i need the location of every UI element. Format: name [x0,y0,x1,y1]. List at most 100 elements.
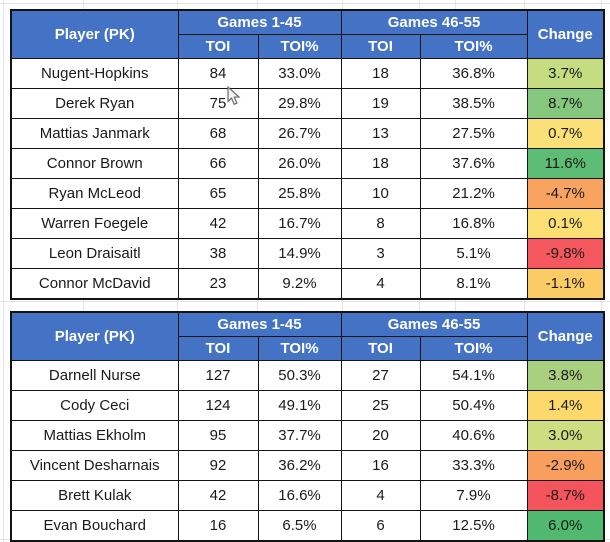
toi-pct-cell[interactable]: 33.0% [257,58,342,89]
toi-header-cell[interactable]: TOI [340,336,421,361]
player-header-cell[interactable]: Player (PK) [10,311,179,361]
toi-pct-cell[interactable]: 9.2% [257,268,342,300]
toi-pct-cell[interactable]: 26.0% [257,148,342,179]
toi-pct-cell[interactable]: 27.5% [419,118,528,149]
toi-cell[interactable]: 10 [340,178,421,209]
games-1-45-header-cell[interactable]: Games 1-45 [177,311,342,337]
player-cell[interactable]: Derek Ryan [10,88,179,119]
toi-header-cell[interactable]: TOI [177,336,259,361]
toi-cell[interactable]: 16 [177,510,259,542]
toi-pct-cell[interactable]: 26.7% [257,118,342,149]
change-cell[interactable]: 1.4% [526,390,605,421]
toi-cell[interactable]: 23 [177,268,259,300]
change-cell[interactable]: 3.8% [526,360,605,391]
toi-cell[interactable]: 4 [340,268,421,300]
toi-pct-cell[interactable]: 16.6% [257,480,342,511]
player-cell[interactable]: Connor Brown [10,148,179,179]
toi-pct-cell[interactable]: 21.2% [419,178,528,209]
toi-header-cell[interactable]: TOI [177,34,259,59]
player-cell[interactable]: Warren Foegele [10,208,179,239]
toi-header-cell[interactable]: TOI [340,34,421,59]
player-header-cell[interactable]: Player (PK) [10,9,179,59]
toi-cell[interactable]: 27 [340,360,421,391]
toi-pct-cell[interactable]: 5.1% [419,238,528,269]
toi-cell[interactable]: 8 [340,208,421,239]
toi-pct-cell[interactable]: 50.3% [257,360,342,391]
toi-pct-header-cell[interactable]: TOI% [257,336,342,361]
player-cell[interactable]: Mattias Ekholm [10,420,179,451]
player-cell[interactable]: Brett Kulak [10,480,179,511]
toi-pct-cell[interactable]: 36.8% [419,58,528,89]
toi-pct-header-cell[interactable]: TOI% [419,34,528,59]
toi-cell[interactable]: 25 [340,390,421,421]
games-1-45-header-cell[interactable]: Games 1-45 [177,9,342,35]
toi-cell[interactable]: 127 [177,360,259,391]
toi-pct-cell[interactable]: 38.5% [419,88,528,119]
change-cell[interactable]: -4.7% [526,178,605,209]
toi-cell[interactable]: 65 [177,178,259,209]
change-cell[interactable]: -2.9% [526,450,605,481]
toi-pct-cell[interactable]: 37.6% [419,148,528,179]
toi-cell[interactable]: 66 [177,148,259,179]
change-cell[interactable]: 11.6% [526,148,605,179]
player-cell[interactable]: Darnell Nurse [10,360,179,391]
toi-pct-header-cell[interactable]: TOI% [419,336,528,361]
change-cell[interactable]: 3.0% [526,420,605,451]
toi-cell[interactable]: 92 [177,450,259,481]
toi-cell[interactable]: 19 [340,88,421,119]
toi-pct-cell[interactable]: 37.7% [257,420,342,451]
toi-pct-cell[interactable]: 25.8% [257,178,342,209]
toi-cell[interactable]: 13 [340,118,421,149]
toi-pct-cell[interactable]: 49.1% [257,390,342,421]
toi-pct-cell[interactable]: 16.8% [419,208,528,239]
player-cell[interactable]: Nugent-Hopkins [10,58,179,89]
player-cell[interactable]: Mattias Janmark [10,118,179,149]
toi-pct-cell[interactable]: 12.5% [419,510,528,542]
toi-cell[interactable]: 42 [177,480,259,511]
change-header-cell[interactable]: Change [526,9,605,59]
toi-pct-cell[interactable]: 40.6% [419,420,528,451]
toi-pct-cell[interactable]: 6.5% [257,510,342,542]
toi-cell[interactable]: 3 [340,238,421,269]
toi-cell[interactable]: 42 [177,208,259,239]
toi-pct-cell[interactable]: 16.7% [257,208,342,239]
toi-pct-cell[interactable]: 14.9% [257,238,342,269]
change-cell[interactable]: 3.7% [526,58,605,89]
toi-cell[interactable]: 38 [177,238,259,269]
toi-cell[interactable]: 18 [340,148,421,179]
toi-cell[interactable]: 95 [177,420,259,451]
player-cell[interactable]: Vincent Desharnais [10,450,179,481]
change-cell[interactable]: -1.1% [526,268,605,300]
toi-pct-cell[interactable]: 36.2% [257,450,342,481]
toi-cell[interactable]: 20 [340,420,421,451]
toi-pct-cell[interactable]: 33.3% [419,450,528,481]
change-cell[interactable]: -9.8% [526,238,605,269]
toi-cell[interactable]: 16 [340,450,421,481]
toi-cell[interactable]: 124 [177,390,259,421]
toi-cell[interactable]: 4 [340,480,421,511]
change-cell[interactable]: 0.7% [526,118,605,149]
change-cell[interactable]: 0.1% [526,208,605,239]
change-cell[interactable]: -8.7% [526,480,605,511]
games-46-55-header-cell[interactable]: Games 46-55 [340,311,528,337]
player-cell[interactable]: Connor McDavid [10,268,179,300]
player-cell[interactable]: Cody Ceci [10,390,179,421]
toi-cell[interactable]: 75 [177,88,259,119]
player-cell[interactable]: Evan Bouchard [10,510,179,542]
toi-cell[interactable]: 6 [340,510,421,542]
toi-pct-cell[interactable]: 8.1% [419,268,528,300]
toi-cell[interactable]: 18 [340,58,421,89]
toi-cell[interactable]: 84 [177,58,259,89]
player-cell[interactable]: Leon Draisaitl [10,238,179,269]
toi-pct-cell[interactable]: 54.1% [419,360,528,391]
toi-pct-cell[interactable]: 29.8% [257,88,342,119]
change-cell[interactable]: 8.7% [526,88,605,119]
change-cell[interactable]: 6.0% [526,510,605,542]
toi-pct-header-cell[interactable]: TOI% [257,34,342,59]
toi-cell[interactable]: 68 [177,118,259,149]
player-cell[interactable]: Ryan McLeod [10,178,179,209]
toi-pct-cell[interactable]: 50.4% [419,390,528,421]
games-46-55-header-cell[interactable]: Games 46-55 [340,9,528,35]
toi-pct-cell[interactable]: 7.9% [419,480,528,511]
change-header-cell[interactable]: Change [526,311,605,361]
